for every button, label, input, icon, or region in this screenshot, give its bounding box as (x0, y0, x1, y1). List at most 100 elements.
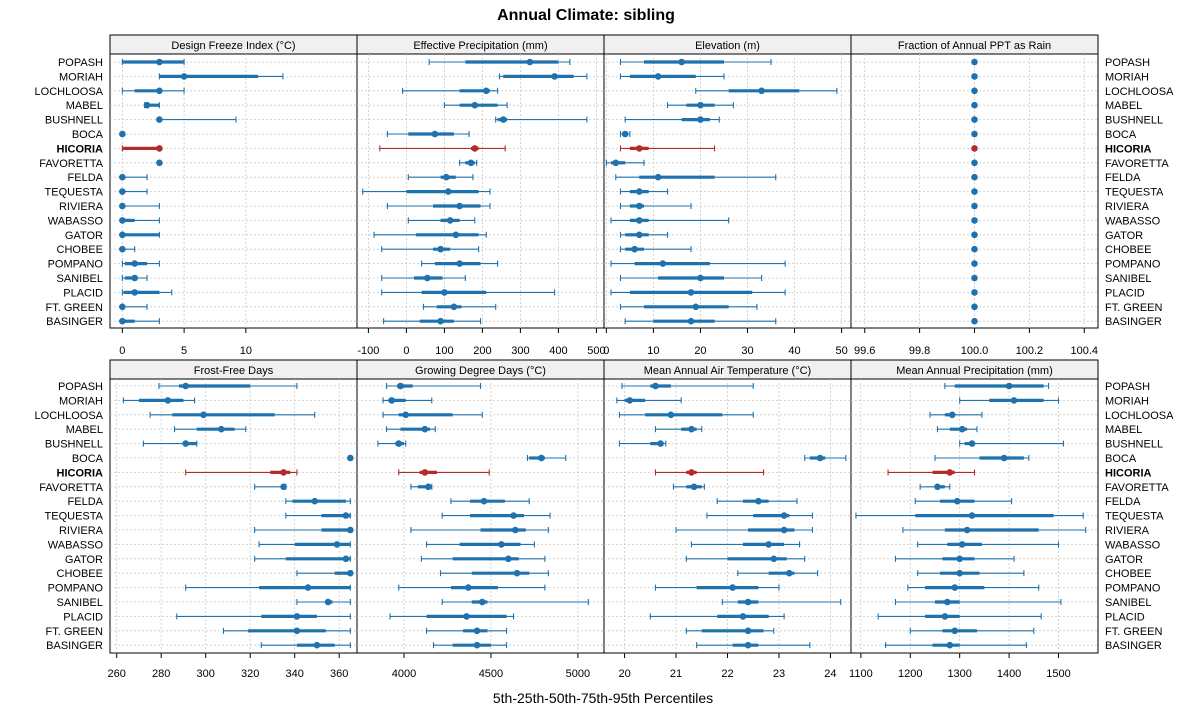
x-tick-label: -100 (357, 345, 379, 357)
median-point (324, 598, 332, 606)
site-label-left: MABEL (66, 100, 103, 112)
median-point (471, 145, 479, 152)
site-label-right: CHOBEE (1105, 244, 1151, 256)
median-point (667, 411, 675, 419)
x-tick-label: 1200 (898, 668, 922, 680)
median-point (635, 217, 643, 224)
site-label-left: BUSHNELL (45, 439, 103, 451)
x-tick-label: 1500 (1046, 668, 1070, 680)
median-point (200, 411, 207, 419)
x-tick-label: 500 (587, 345, 605, 357)
median-point (182, 440, 189, 447)
site-label-left: PLACID (63, 611, 103, 623)
median-point (971, 303, 978, 311)
median-point (1005, 382, 1013, 390)
median-point (934, 483, 941, 491)
median-point (482, 87, 490, 95)
median-point (156, 58, 163, 66)
panel-2: Effective Precipitation (mm) -100 0 100 200 3… (356, 34, 606, 357)
site-label-left: FAVORETTA (39, 482, 103, 494)
panel-1: Design Freeze Index (°C) 0 5 10 (109, 34, 358, 357)
x-tick-label: 0 (403, 345, 409, 357)
site-label-left: POMPANO (48, 259, 104, 271)
median-point (443, 173, 450, 181)
median-point (944, 598, 951, 606)
panel-7: Mean Annual Air Temperature (°C) 20 21 22 23… (603, 359, 852, 680)
median-point (971, 58, 978, 66)
median-point (397, 382, 404, 390)
site-label-right: LOCHLOOSA (1105, 86, 1174, 98)
panel-title: Design Freeze Index (°C) (171, 40, 295, 52)
site-label-left: CHOBEE (57, 244, 103, 256)
median-point (785, 569, 793, 577)
median-point (971, 130, 978, 138)
site-label-right: FAVORETTA (1105, 482, 1169, 494)
median-point (755, 497, 762, 505)
x-tick-label: 40 (788, 345, 800, 357)
site-label-left: BUSHNELL (45, 115, 103, 127)
panels-group: Design Freeze Index (°C) 0 5 10 Effective Pr… (35, 34, 1174, 680)
median-point (744, 641, 752, 649)
median-point (946, 469, 954, 476)
site-label-right: PLACID (1105, 287, 1145, 299)
median-point (697, 116, 704, 123)
median-point (612, 159, 620, 167)
site-label-left: MABEL (66, 424, 103, 436)
median-point (971, 73, 978, 80)
median-point (654, 73, 662, 80)
median-point (659, 260, 667, 267)
site-label-right: BASINGER (1105, 316, 1162, 328)
site-label-right: FT. GREEN (1105, 302, 1163, 314)
median-point (347, 454, 354, 462)
median-point (744, 598, 752, 606)
median-point (421, 469, 429, 476)
median-point (729, 584, 736, 591)
site-label-left: POPASH (58, 57, 103, 69)
median-point (654, 173, 662, 181)
panel-8: Mean Annual Precipitation (mm) 1100 1200 13… (849, 359, 1099, 680)
site-label-right: CHOBEE (1105, 568, 1151, 580)
site-label-right: RIVIERA (1105, 201, 1150, 213)
site-label-left: BOCA (72, 453, 104, 465)
x-tick-label: 360 (330, 668, 348, 680)
median-point (119, 202, 126, 210)
median-point (971, 116, 978, 123)
site-label-left: PLACID (63, 287, 103, 299)
panel-frame (109, 53, 358, 329)
median-point (958, 425, 966, 433)
site-label-right: POMPANO (1105, 259, 1161, 271)
median-point (304, 584, 312, 591)
median-point (180, 73, 188, 80)
median-point (119, 188, 126, 195)
site-label-right: LOCHLOOSA (1105, 410, 1174, 422)
median-point (968, 512, 976, 519)
median-point (313, 641, 321, 649)
median-point (770, 555, 778, 563)
median-point (526, 58, 534, 66)
panel-title: Mean Annual Precipitation (mm) (896, 365, 1053, 377)
median-point (465, 584, 472, 591)
median-point (156, 116, 163, 123)
median-point (342, 512, 350, 519)
median-point (119, 217, 126, 224)
site-label-right: TEQUESTA (1105, 511, 1164, 523)
x-tick-label: 300 (511, 345, 529, 357)
x-tick-label: 100.0 (961, 345, 989, 357)
median-point (635, 188, 643, 195)
median-point (968, 440, 976, 447)
median-point (971, 274, 978, 282)
median-point (119, 303, 126, 311)
median-point (119, 317, 126, 325)
median-point (441, 289, 448, 296)
median-point (1000, 454, 1008, 462)
x-tick-label: 200 (473, 345, 491, 357)
median-point (621, 130, 629, 138)
median-point (119, 231, 126, 239)
median-point (744, 627, 752, 635)
site-label-left: SANIBEL (57, 597, 103, 609)
x-tick-label: 22 (721, 668, 733, 680)
median-point (156, 145, 163, 152)
panel-3: Elevation (m) 0 10 20 30 40 50 (603, 34, 852, 357)
panel-title: Fraction of Annual PPT as Rain (898, 40, 1051, 52)
median-point (510, 512, 517, 519)
